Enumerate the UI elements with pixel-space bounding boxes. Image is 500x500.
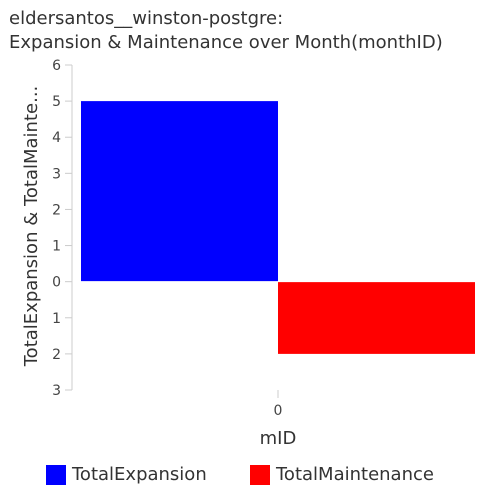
legend-swatch (250, 464, 270, 485)
y-tick-label: 2 (52, 202, 61, 218)
bar-totalmaintenance (278, 281, 475, 354)
y-tick-label: 1 (52, 311, 61, 327)
chart-title: eldersantos__winston-postgre: Expansion … (9, 7, 443, 55)
y-tick-label: 2 (52, 347, 61, 363)
x-tick-label: 0 (274, 403, 283, 419)
bar-totalexpansion (81, 101, 278, 282)
chart-title-line-2: Expansion & Maintenance over Month(month… (9, 32, 443, 53)
y-tick-label: 3 (52, 166, 61, 182)
x-axis-label: mID (260, 428, 297, 449)
legend-item-totalexpansion: TotalExpansion (46, 464, 207, 485)
bar-chart: 6 5 4 3 2 1 0 1 2 3 0 mID TotalExpansion & TotalMa… (21, 58, 475, 449)
y-tick-label: 5 (52, 94, 61, 110)
legend-item-totalmaintenance: TotalMaintenance (250, 464, 434, 485)
y-tick-label: 6 (52, 58, 61, 74)
legend-label: TotalExpansion (72, 464, 207, 485)
y-tick-label: 4 (52, 130, 61, 146)
y-tick-label: 3 (52, 383, 61, 399)
chart-title-line-1: eldersantos__winston-postgre: (9, 8, 284, 29)
legend-label: TotalMaintenance (276, 464, 434, 485)
y-tick-label: 1 (52, 239, 61, 255)
legend-swatch (46, 464, 66, 485)
y-axis-label: TotalExpansion & TotalMainte... (21, 86, 42, 368)
chart-legend: TotalExpansion TotalMaintenance (0, 464, 500, 492)
y-tick-label: 0 (52, 275, 61, 291)
